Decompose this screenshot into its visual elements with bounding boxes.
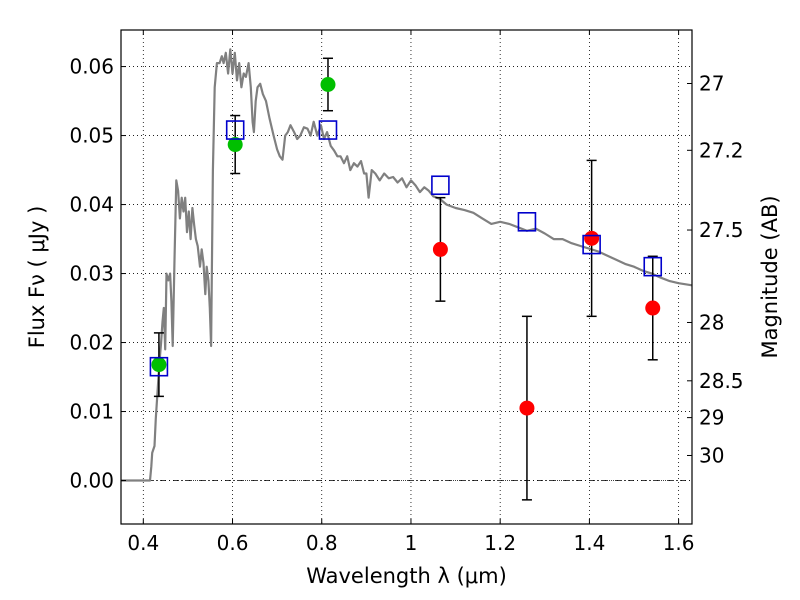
sed-model-curve	[121, 48, 693, 482]
x-tick-label: 0.4	[127, 531, 159, 555]
y-axis-label: Flux Fν ( μJy )	[25, 206, 49, 349]
y-tick-label: 0.04	[69, 193, 114, 217]
y2-tick-label: 27.2	[699, 138, 744, 162]
x-tick-label: 1	[405, 531, 418, 555]
y-tick-label: 0.00	[69, 469, 114, 493]
sed-model-line	[121, 48, 693, 482]
model-flux-square	[431, 175, 450, 196]
y-tick-label: 0.05	[69, 124, 114, 148]
model-flux-square	[643, 256, 663, 277]
model-flux-square	[318, 120, 338, 140]
y2-tick-label: 28	[699, 310, 724, 334]
axis-ticks	[121, 30, 692, 524]
x-tick-label: 0.8	[306, 531, 338, 555]
y2-axis-label: Magnitude (AB)	[758, 195, 782, 358]
data-point-circle	[584, 230, 600, 246]
x-tick-label: 1.6	[663, 531, 695, 555]
x-tick-label: 0.6	[217, 531, 249, 555]
y-tick-label: 0.06	[69, 55, 114, 79]
y2-tick-label: 28.5	[699, 369, 744, 393]
tick-labels: 0.4 0.6 0.8 1 1.2 1.4 1.6 0.00 0.01 0.02 0.03 0.04 0…	[69, 55, 743, 555]
y2-tick-label: 29	[699, 406, 724, 430]
data-point-circle	[432, 241, 448, 257]
y-tick-label: 0.01	[69, 400, 114, 424]
data-point-circle	[645, 300, 661, 316]
data-point-circle	[151, 357, 167, 373]
model-flux-square	[149, 356, 169, 377]
x-axis-label: Wavelength λ (μm)	[306, 564, 507, 588]
plot-frame	[120, 29, 693, 525]
model-flux-square	[582, 234, 601, 255]
model-flux-square	[225, 120, 245, 140]
y-tick-label: 0.03	[69, 262, 114, 286]
y2-tick-label: 27.5	[699, 218, 744, 242]
data-points	[149, 57, 663, 501]
y-tick-label: 0.02	[69, 331, 114, 355]
data-point-circle	[320, 77, 336, 93]
y2-tick-label: 30	[699, 443, 724, 467]
data-point-circle	[227, 137, 243, 153]
model-flux-square	[517, 212, 537, 232]
x-tick-label: 1.2	[484, 531, 516, 555]
x-tick-label: 1.4	[573, 531, 605, 555]
y2-tick-label: 27	[699, 72, 724, 96]
data-point-circle	[519, 400, 535, 416]
